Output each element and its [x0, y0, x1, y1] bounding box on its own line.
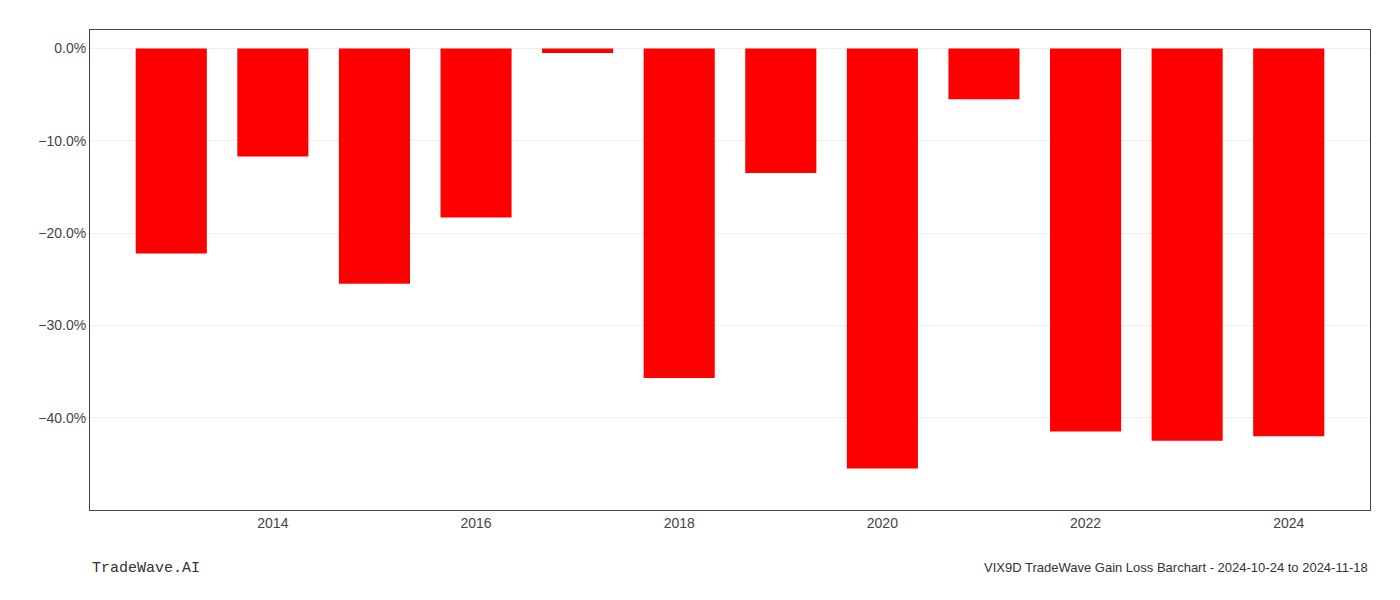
svg-text:0.0%: 0.0%: [54, 40, 86, 56]
svg-text:−10.0%: −10.0%: [38, 133, 86, 149]
svg-text:2024: 2024: [1273, 515, 1304, 531]
svg-text:2014: 2014: [257, 515, 288, 531]
svg-text:2018: 2018: [664, 515, 695, 531]
svg-text:2020: 2020: [867, 515, 898, 531]
svg-text:2016: 2016: [460, 515, 491, 531]
svg-text:−20.0%: −20.0%: [38, 225, 86, 241]
svg-text:VIX9D TradeWave Gain Loss Barc: VIX9D TradeWave Gain Loss Barchart - 202…: [984, 560, 1368, 575]
svg-text:2022: 2022: [1070, 515, 1101, 531]
svg-text:−40.0%: −40.0%: [38, 410, 86, 426]
svg-text:−30.0%: −30.0%: [38, 317, 86, 333]
svg-text:TradeWave.AI: TradeWave.AI: [92, 560, 200, 577]
